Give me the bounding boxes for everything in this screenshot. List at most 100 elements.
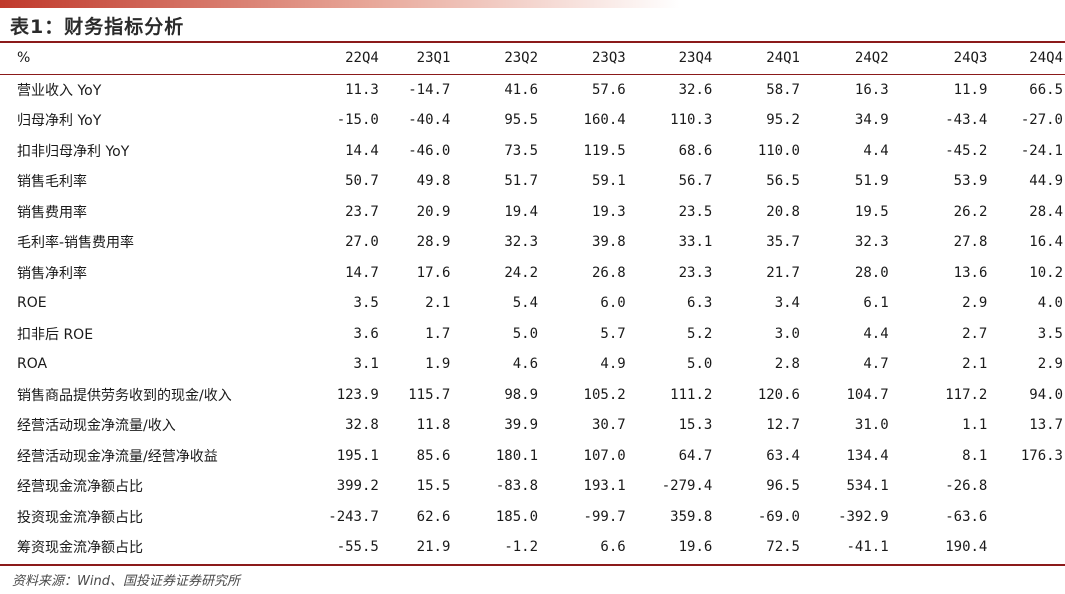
table-cell: 51.9 [854,173,889,190]
table-cell: 2.1 [962,356,988,373]
table-cell: -27.0 [1020,112,1063,129]
table-cell: 104.7 [846,386,889,403]
table-cell: 107.0 [583,447,626,464]
row-label: ROA [17,356,48,373]
table-cell: 85.6 [416,447,451,464]
table-row: 经营活动现金净流量/收入 32.8 11.8 39.9 30.7 15.3 12.7 31.0… [0,410,1065,441]
table-cell: 105.2 [583,386,626,403]
table-row: 投资现金流净额占比 -243.7 62.6 185.0 -99.7 359.8 -69.0 -… [0,502,1065,533]
row-label: 经营现金流净额占比 [17,479,143,496]
table-cell: 2.1 [425,295,451,312]
table-cell: 2.9 [962,295,988,312]
table-cell: -55.5 [336,539,379,556]
column-header: 23Q3 [540,43,628,75]
table-cell: 160.4 [583,112,626,129]
table-cell: 28.0 [854,264,889,281]
row-label: 筹资现金流净额占比 [17,540,143,557]
table-cell: 23.7 [345,203,379,220]
table-row: 营业收入 YoY 11.3 -14.7 41.6 57.6 32.6 58.7 16.3 11.… [0,74,1065,105]
table-cell: 534.1 [846,478,889,495]
table-cell: 19.5 [854,203,889,220]
table-cell: 2.9 [1037,356,1063,373]
table-cell: 21.9 [416,539,451,556]
table-cell: 32.6 [678,81,713,98]
table-cell: 5.0 [687,356,713,373]
table-cell: 14.7 [345,264,379,281]
table-cell: 3.5 [1037,325,1063,342]
table-row: 经营活动现金净流量/经营净收益 195.1 85.6 180.1 107.0 64.7 63… [0,441,1065,472]
table-cell: 96.5 [766,478,800,495]
table-cell: 10.2 [1029,264,1063,281]
table-cell: -14.7 [408,81,451,98]
table-cell: 73.5 [504,142,539,159]
table-cell: 56.5 [766,173,800,190]
table-cell: 399.2 [336,478,379,495]
table-cell: -83.8 [495,478,539,495]
table-cell: -243.7 [328,508,379,525]
table-cell: 28.9 [416,234,451,251]
table-cell: 6.6 [600,539,626,556]
table-cell: 95.2 [766,112,800,129]
table-cell: 13.7 [1029,417,1063,434]
table-cell: 5.0 [512,325,539,342]
table-cell: 56.7 [678,173,713,190]
table-cell: 176.3 [1020,447,1063,464]
table-row: ROE 3.5 2.1 5.4 6.0 6.3 3.4 6.1 2.9 4.0 [0,288,1065,319]
table-cell: 2.8 [774,356,800,373]
table-cell: 11.9 [953,81,988,98]
table-cell: 68.6 [678,142,713,159]
table-cell: 16.4 [1029,234,1063,251]
table-cell: 72.5 [766,539,800,556]
table-cell: 14.4 [345,142,379,159]
source-note: 资料来源：Wind、国投证券证券研究所 [12,574,240,589]
table-cell: -1.2 [504,539,539,556]
row-label: 投资现金流净额占比 [17,509,143,526]
table-cell: -41.1 [846,539,889,556]
table-cell: 26.2 [953,203,988,220]
table-cell: 95.5 [504,112,539,129]
column-header: 24Q1 [714,43,802,75]
table-cell: 44.9 [1029,173,1063,190]
row-label: 扣非后 ROE [17,326,94,343]
table-cell: 23.3 [678,264,713,281]
table-cell: 120.6 [757,386,800,403]
table-cell: -15.0 [336,112,379,129]
table-row: 销售费用率 23.7 20.9 19.4 19.3 23.5 20.8 19.5 26.2 28.… [0,197,1065,228]
table-cell: 11.3 [345,81,379,98]
table-cell: 64.7 [678,447,713,464]
table-row: 筹资现金流净额占比 -55.5 21.9 -1.2 6.6 19.6 72.5 -41.1 19… [0,532,1065,563]
table-row: 销售净利率 14.7 17.6 24.2 26.8 23.3 21.7 28.0 13.6 10.… [0,258,1065,289]
title-accent-bar [0,0,680,8]
table-row: 经营现金流净额占比 399.2 15.5 -83.8 193.1 -279.4 96.5 53… [0,471,1065,502]
table-cell: 66.5 [1029,81,1063,98]
table-cell: 3.1 [353,356,379,373]
table-cell: 94.0 [1029,386,1063,403]
table-cell: 21.7 [766,264,800,281]
row-label: 营业收入 YoY [17,82,102,99]
table-cell: 3.4 [774,295,800,312]
table-row: 销售商品提供劳务收到的现金/收入 123.9 115.7 98.9 105.2 111.2… [0,380,1065,411]
table-cell: -40.4 [408,112,451,129]
table-cell: 3.6 [353,325,379,342]
table-cell: 359.8 [670,508,713,525]
table-header: % 22Q4 23Q1 23Q2 23Q3 23Q4 24Q1 24Q2 24Q… [0,43,1065,75]
financial-indicators-table: % 22Q4 23Q1 23Q2 23Q3 23Q4 24Q1 24Q2 24Q… [0,43,1065,563]
table-cell: 34.9 [854,112,889,129]
table-cell: 27.0 [345,234,379,251]
table-cell: 17.6 [416,264,451,281]
table-cell: 53.9 [953,173,988,190]
table-cell: 20.9 [416,203,451,220]
row-label: 销售商品提供劳务收到的现金/收入 [17,387,232,404]
table-cell [989,532,1065,563]
table-cell: 32.3 [854,234,889,251]
table-cell: 1.7 [425,325,451,342]
table-cell: 23.5 [678,203,713,220]
table-cell: 111.2 [670,386,713,403]
row-label: 经营活动现金净流量/经营净收益 [17,448,218,465]
table-cell: 35.7 [766,234,800,251]
table-bottom-rule [0,564,1065,566]
table-cell: 12.7 [766,417,800,434]
table-row: 归母净利 YoY -15.0 -40.4 95.5 160.4 110.3 95.2 34.9… [0,105,1065,136]
unit-header: % [0,43,267,75]
table-cell: -99.7 [583,508,626,525]
